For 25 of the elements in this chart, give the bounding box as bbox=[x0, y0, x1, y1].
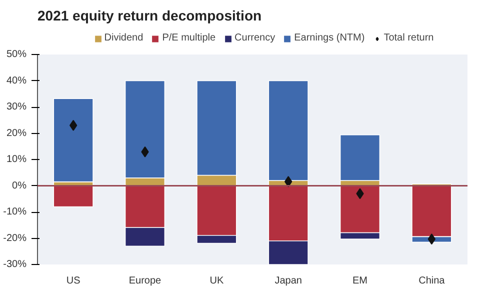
legend-label: Total return bbox=[384, 32, 434, 44]
bar bbox=[340, 134, 380, 181]
x-tick-label: Europe bbox=[128, 276, 162, 286]
x-tick-label: UK bbox=[210, 276, 224, 286]
chart-title: 2021 equity return decomposition bbox=[38, 8, 262, 24]
x-tick-label: US bbox=[66, 276, 81, 286]
x-tick-label: China bbox=[418, 276, 446, 286]
y-tick-label: 0% bbox=[12, 180, 27, 192]
x-tick-label: EM bbox=[352, 276, 368, 286]
legend-label: Dividend bbox=[104, 32, 144, 44]
legend-label: Earnings (NTM) bbox=[294, 32, 365, 44]
y-tick-label: -10% bbox=[3, 206, 27, 218]
y-tick-label: 10% bbox=[6, 154, 27, 165]
x-tick-label: Japan bbox=[274, 276, 302, 286]
y-tick-label: -20% bbox=[3, 232, 27, 244]
y-tick-label: -30% bbox=[3, 259, 27, 270]
y-tick-label: 20% bbox=[6, 128, 27, 139]
y-tick-label: 50% bbox=[6, 49, 27, 60]
legend-label: P/E multiple bbox=[162, 32, 216, 44]
legend-label: Currency bbox=[234, 32, 276, 44]
bar bbox=[268, 80, 308, 181]
y-tick-label: 30% bbox=[6, 102, 27, 112]
y-tick-label: 40% bbox=[6, 75, 27, 86]
bar bbox=[53, 185, 94, 208]
bar bbox=[53, 98, 94, 182]
